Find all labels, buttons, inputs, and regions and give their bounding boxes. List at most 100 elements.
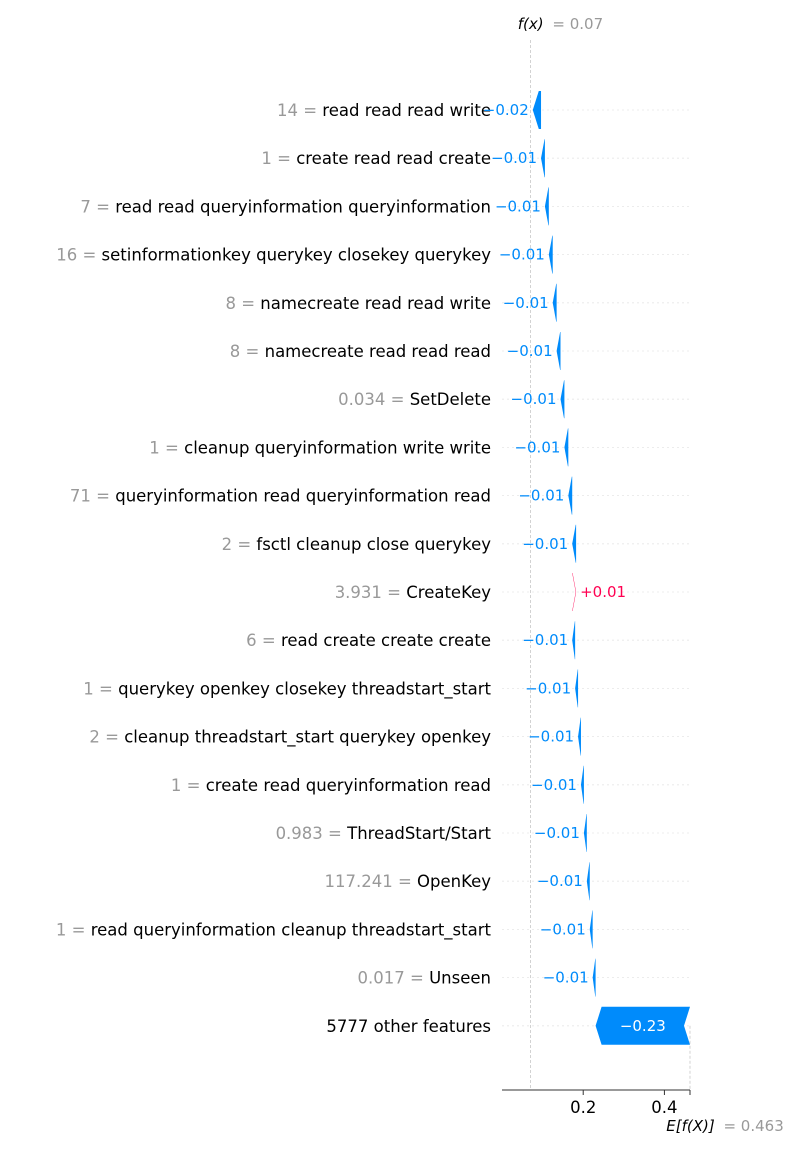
negative-contribution-bar (595, 1006, 690, 1045)
feature-name: ThreadStart/Start (346, 824, 491, 843)
feature-value: 16 = (56, 246, 101, 265)
feature-name: setinformationkey querykey closekey quer… (102, 246, 492, 265)
feature-name: create read read create (296, 149, 491, 168)
feature-label: 0.983 = ThreadStart/Start (276, 824, 492, 843)
negative-contribution-bar (572, 621, 576, 660)
negative-contribution-bar (580, 765, 584, 804)
negative-contribution-bar (583, 814, 587, 852)
feature-name: OpenKey (417, 872, 491, 891)
feature-label: 5777 other features (326, 1017, 491, 1036)
feature-name: querykey openkey closekey threadstart_st… (118, 679, 491, 699)
feature-label: 8 = namecreate read read write (225, 294, 491, 313)
contribution-value-label: −0.01 (537, 872, 583, 890)
feature-name: fsctl cleanup close querykey (256, 535, 491, 554)
feature-label: 14 = read read read write (277, 101, 491, 120)
contribution-value-label: −0.01 (503, 294, 549, 312)
contribution-value-label: −0.01 (525, 679, 571, 697)
feature-value: 0.983 = (276, 824, 348, 843)
contribution-value-label: −0.01 (540, 920, 586, 938)
negative-contribution-bar (589, 910, 593, 949)
feature-name: namecreate read read read (265, 342, 491, 361)
feature-value: 3.931 = (335, 583, 407, 602)
feature-name: SetDelete (410, 390, 491, 409)
contribution-value-label: −0.01 (499, 246, 545, 264)
feature-name: read read queryinformation queryinformat… (115, 197, 491, 216)
negative-contribution-bar (552, 283, 557, 322)
feature-name: namecreate read read write (260, 294, 491, 313)
x-tick-label: 0.2 (570, 1098, 596, 1117)
negative-contribution-bar (575, 669, 579, 708)
feature-label: 2 = cleanup threadstart_start querykey o… (89, 728, 491, 748)
feature-label: 8 = namecreate read read read (230, 342, 491, 361)
negative-contribution-bar (564, 428, 569, 467)
contribution-value-label: −0.01 (543, 969, 589, 987)
feature-value: 2 = (89, 728, 124, 747)
negative-contribution-bar (578, 717, 581, 756)
contribution-value-label: −0.01 (511, 390, 557, 408)
negative-contribution-bar (548, 235, 553, 274)
feature-value: 7 = (80, 197, 115, 216)
feature-value: 0.034 = (338, 390, 410, 409)
feature-name: read queryinformation cleanup threadstar… (91, 920, 492, 940)
feature-value: 8 = (225, 294, 260, 313)
feature-label: 0.017 = Unseen (358, 969, 491, 988)
negative-contribution-bar (556, 332, 561, 370)
fx-value: = 0.07 (552, 15, 603, 33)
feature-value: 14 = (277, 101, 322, 120)
contribution-value-label: −0.01 (522, 535, 568, 553)
feature-value: 0.017 = (358, 969, 430, 988)
feature-label: 1 = read queryinformation cleanup thread… (56, 920, 492, 940)
feature-labels: 14 = read read read write−0.02 1 = create… (56, 101, 666, 1036)
contribution-value-label: −0.01 (507, 342, 553, 360)
feature-name: read create create create (281, 631, 491, 650)
feature-name: cleanup threadstart_start querykey openk… (124, 728, 491, 748)
x-axis: 0.2 0.4 (502, 1089, 691, 1117)
contribution-value-label: −0.01 (522, 631, 568, 649)
contribution-value-label: −0.01 (514, 438, 560, 456)
negative-contribution-bar (532, 91, 542, 129)
contribution-value-label: −0.01 (528, 728, 574, 746)
contribution-value-label: −0.01 (531, 776, 577, 794)
base-value-title: E[f(X)] = 0.463 (666, 1117, 784, 1135)
fx-title: f(x) = 0.07 (518, 15, 603, 33)
bars-layer (532, 91, 690, 1045)
feature-value: 1 = (261, 149, 296, 168)
feature-label: 1 = create read queryinformation read (171, 776, 491, 795)
negative-contribution-bar (541, 139, 545, 178)
feature-value: 2 = (222, 535, 257, 554)
base-value: = 0.463 (723, 1117, 783, 1135)
negative-contribution-bar (568, 476, 573, 515)
feature-name: 5777 other features (326, 1017, 491, 1036)
feature-name: CreateKey (406, 583, 491, 602)
feature-name: read read read write (322, 101, 491, 120)
feature-label: 0.034 = SetDelete (338, 390, 491, 409)
fx-label: f(x) (518, 15, 544, 33)
contribution-value-label: −0.02 (483, 101, 529, 119)
negative-contribution-bar (586, 862, 590, 901)
feature-value: 1 = (149, 438, 184, 457)
feature-label: 6 = read create create create (246, 631, 491, 650)
feature-name: create read queryinformation read (206, 776, 491, 795)
grid-layer (502, 109, 690, 1027)
feature-label: 117.241 = OpenKey (324, 872, 491, 891)
x-tick-label: 0.4 (651, 1098, 677, 1117)
base-value-label: E[f(X)] (666, 1117, 715, 1135)
feature-value: 8 = (230, 342, 265, 361)
negative-contribution-bar (544, 187, 549, 226)
feature-name: Unseen (429, 969, 491, 988)
contribution-value-label: −0.23 (620, 1017, 666, 1035)
feature-label: 1 = create read read create (261, 149, 491, 168)
negative-contribution-bar (560, 380, 565, 419)
contribution-value-label: −0.01 (534, 824, 580, 842)
feature-name: queryinformation read queryinformation r… (115, 487, 491, 506)
feature-label: 1 = querykey openkey closekey threadstar… (83, 679, 491, 699)
feature-value: 1 = (83, 679, 118, 698)
feature-label: 2 = fsctl cleanup close querykey (222, 535, 492, 554)
feature-value: 1 = (171, 776, 206, 795)
feature-label: 3.931 = CreateKey (335, 583, 492, 602)
contribution-value-label: −0.01 (491, 149, 537, 167)
feature-name: cleanup queryinformation write write (184, 438, 491, 457)
feature-label: 16 = setinformationkey querykey closekey… (56, 246, 491, 265)
contribution-value-label: −0.01 (518, 487, 564, 505)
